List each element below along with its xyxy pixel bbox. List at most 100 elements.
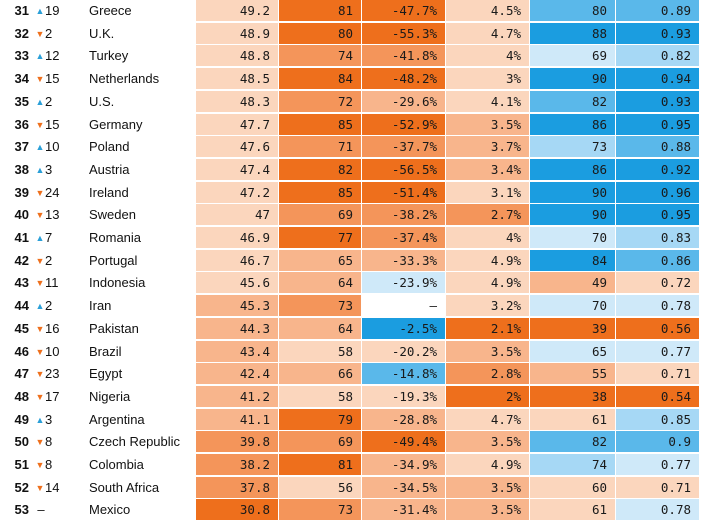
metric-b-cell: -20.2% — [362, 340, 446, 363]
score-cell: 47.7 — [196, 113, 279, 136]
metric-a-cell: 73 — [279, 499, 362, 522]
arrow-down-icon: ▼ — [35, 28, 45, 39]
score-cell: 41.2 — [196, 385, 279, 408]
metric-d-cell: 74 — [530, 454, 616, 476]
metric-a-cell: 58 — [279, 340, 362, 363]
metric-a-cell: 69 — [279, 431, 362, 454]
metric-b-cell: – — [362, 295, 446, 318]
rank-change-value: 3 — [45, 411, 53, 427]
rank-change-value: 24 — [45, 184, 60, 200]
metric-a-cell: 64 — [279, 317, 362, 340]
metric-d-cell: 73 — [530, 136, 616, 159]
arrow-up-icon: ▲ — [35, 414, 45, 425]
metric-a-cell: 65 — [279, 249, 362, 272]
table-row: 46 ▼10 Brazil 43.4 58 -20.2% 3.5% 65 0.77 — [0, 340, 720, 363]
metric-a-cell: 80 — [279, 22, 362, 45]
metric-b-cell: -34.9% — [362, 454, 446, 476]
country-name: Poland — [89, 139, 130, 155]
dash-icon: – — [37, 502, 45, 518]
rank-label: 41 — [14, 230, 29, 245]
metric-e-cell: 0.72 — [616, 272, 700, 295]
rank-label: 49 — [14, 411, 29, 427]
metric-e-cell: 0.93 — [616, 90, 700, 113]
score-cell: 48.5 — [196, 68, 279, 91]
metric-b-cell: -52.9% — [362, 113, 446, 136]
metric-a-cell: 84 — [279, 68, 362, 91]
arrow-up-icon: ▲ — [35, 164, 45, 175]
metric-a-cell: 56 — [279, 476, 362, 499]
rank-change-value: 2 — [45, 25, 53, 41]
rank-change: ▲10 — [32, 136, 89, 158]
metric-b-cell: -28.8% — [362, 408, 446, 431]
metric-d-cell: 61 — [530, 408, 616, 431]
country-name: Sweden — [89, 207, 136, 223]
rank-change: ▼2 — [32, 250, 89, 272]
score-cell: 46.7 — [196, 249, 279, 272]
score-cell: 47.4 — [196, 158, 279, 181]
metric-a-cell: 82 — [279, 158, 362, 181]
country-name: Indonesia — [89, 275, 146, 291]
arrow-down-icon: ▼ — [35, 482, 45, 493]
score-cell: 48.3 — [196, 90, 279, 113]
metric-c-cell: 4.7% — [446, 408, 530, 431]
metric-e-cell: 0.95 — [616, 113, 700, 136]
metric-c-cell: 4% — [446, 227, 530, 249]
rank-change: ▼24 — [32, 182, 89, 204]
rank-label: 47 — [14, 366, 29, 382]
metric-b-cell: -31.4% — [362, 499, 446, 522]
metric-e-cell: 0.71 — [616, 363, 700, 386]
metric-b-cell: -41.8% — [362, 45, 446, 68]
metric-e-cell: 0.71 — [616, 476, 700, 499]
metric-b-cell: -23.9% — [362, 272, 446, 295]
rank-label: 48 — [14, 388, 29, 404]
rank-change: ▼10 — [32, 341, 89, 363]
metric-e-cell: 0.88 — [616, 136, 700, 159]
metric-a-cell: 74 — [279, 45, 362, 68]
rank-label: 42 — [14, 252, 29, 268]
rank-change: ▼11 — [32, 272, 89, 294]
table-row: 50 ▼8 Czech Republic 39.8 69 -49.4% 3.5% 82 0.9 — [0, 431, 720, 454]
rank-change: ▼2 — [32, 23, 89, 45]
rank-change: – — [32, 499, 89, 521]
table-row: 53– Mexico 30.8 73 -31.4% 3.5% 61 0.78 — [0, 499, 720, 522]
rank-change: ▲19 — [32, 0, 89, 22]
table-row: 36 ▼15 Germany 47.7 85 -52.9% 3.5% 86 0.95 — [0, 113, 720, 136]
metric-e-cell: 0.93 — [616, 22, 700, 45]
arrow-up-icon: ▲ — [35, 51, 45, 62]
rank-change-value: 15 — [45, 116, 60, 132]
country-name: Portugal — [89, 252, 138, 268]
metric-c-cell: 3.5% — [446, 499, 530, 522]
metric-d-cell: 82 — [530, 431, 616, 454]
rank-label: 50 — [14, 434, 29, 450]
arrow-down-icon: ▼ — [35, 278, 45, 289]
metric-e-cell: 0.9 — [616, 431, 700, 454]
metric-d-cell: 69 — [530, 45, 616, 68]
country-name: South Africa — [89, 479, 160, 495]
arrow-down-icon: ▼ — [35, 437, 45, 448]
arrow-down-icon: ▼ — [35, 119, 45, 130]
table-row: 35 ▲2 U.S. 48.3 72 -29.6% 4.1% 82 0.93 — [0, 90, 720, 113]
rank-change-value: 13 — [45, 207, 60, 223]
score-cell: 47.2 — [196, 181, 279, 204]
rank-label: 44 — [14, 298, 29, 314]
metric-b-cell: -34.5% — [362, 476, 446, 499]
metric-c-cell: 3.5% — [446, 113, 530, 136]
rank-change-value: 8 — [45, 434, 53, 450]
country-name: U.K. — [89, 25, 115, 41]
metric-e-cell: 0.86 — [616, 249, 700, 272]
metric-c-cell: 3.5% — [446, 476, 530, 499]
table-row: 47 ▼23 Egypt 42.4 66 -14.8% 2.8% 55 0.71 — [0, 363, 720, 386]
metric-e-cell: 0.92 — [616, 158, 700, 181]
metric-d-cell: 39 — [530, 317, 616, 340]
metric-d-cell: 61 — [530, 499, 616, 522]
arrow-up-icon: ▲ — [35, 6, 45, 16]
table-row: 34 ▼15 Netherlands 48.5 84 -48.2% 3% 90 0.94 — [0, 68, 720, 91]
score-cell: 38.2 — [196, 454, 279, 476]
metric-a-cell: 81 — [279, 454, 362, 476]
metric-a-cell: 72 — [279, 90, 362, 113]
score-cell: 45.6 — [196, 272, 279, 295]
rank-change-value: 23 — [45, 366, 60, 382]
score-cell: 41.1 — [196, 408, 279, 431]
score-cell: 44.3 — [196, 317, 279, 340]
metric-e-cell: 0.78 — [616, 499, 700, 522]
